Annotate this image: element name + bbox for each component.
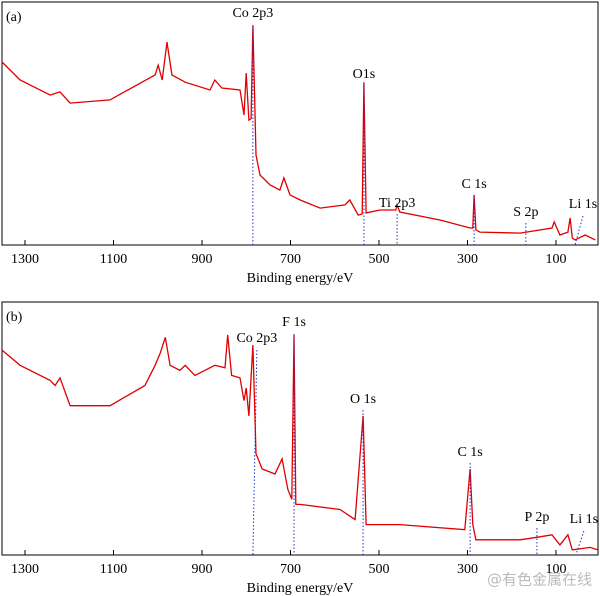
panel-label: (a) bbox=[6, 10, 22, 25]
peak-marker bbox=[574, 215, 584, 246]
x-tick-label: 300 bbox=[457, 562, 478, 577]
peak-label: Ti 2p3 bbox=[379, 196, 415, 211]
peak-label: O1s bbox=[353, 67, 376, 82]
peak-label: P 2p bbox=[525, 510, 550, 525]
panel-label: (b) bbox=[6, 310, 23, 325]
peak-marker bbox=[252, 349, 258, 556]
watermark: @有色金属在线 bbox=[487, 571, 592, 589]
x-axis-label: Binding energy/eV bbox=[247, 271, 354, 286]
x-tick-label: 500 bbox=[368, 252, 389, 267]
peak-label: C 1s bbox=[461, 177, 486, 192]
peak-label: F 1s bbox=[282, 315, 306, 330]
x-tick-label: 1300 bbox=[11, 562, 39, 577]
x-tick-label: 700 bbox=[280, 252, 301, 267]
peak-label: Li 1s bbox=[570, 512, 598, 527]
peak-label: Li 1s bbox=[569, 197, 597, 212]
peak-label: O 1s bbox=[350, 392, 376, 407]
x-tick-label: 1100 bbox=[100, 252, 127, 267]
peak-label: C 1s bbox=[457, 445, 482, 460]
peak-label: Co 2p3 bbox=[236, 331, 277, 346]
peak-label: Co 2p3 bbox=[232, 6, 273, 21]
x-tick-label: 500 bbox=[368, 562, 389, 577]
x-axis-label: Binding energy/eV bbox=[247, 581, 354, 596]
plot-frame bbox=[1, 1, 599, 246]
x-tick-label: 1300 bbox=[11, 252, 39, 267]
x-tick-label: 700 bbox=[280, 562, 301, 577]
x-tick-label: 900 bbox=[191, 562, 212, 577]
x-tick-label: 100 bbox=[545, 562, 566, 577]
x-tick-label: 300 bbox=[457, 252, 478, 267]
x-tick-label: 100 bbox=[545, 252, 566, 267]
plot-frame bbox=[1, 301, 599, 556]
x-tick-label: 1100 bbox=[100, 562, 127, 577]
spectrum-line bbox=[1, 334, 599, 551]
peak-marker bbox=[575, 530, 585, 556]
spectrum-line bbox=[1, 25, 596, 241]
x-tick-label: 900 bbox=[191, 252, 212, 267]
peak-label: S 2p bbox=[513, 205, 538, 220]
